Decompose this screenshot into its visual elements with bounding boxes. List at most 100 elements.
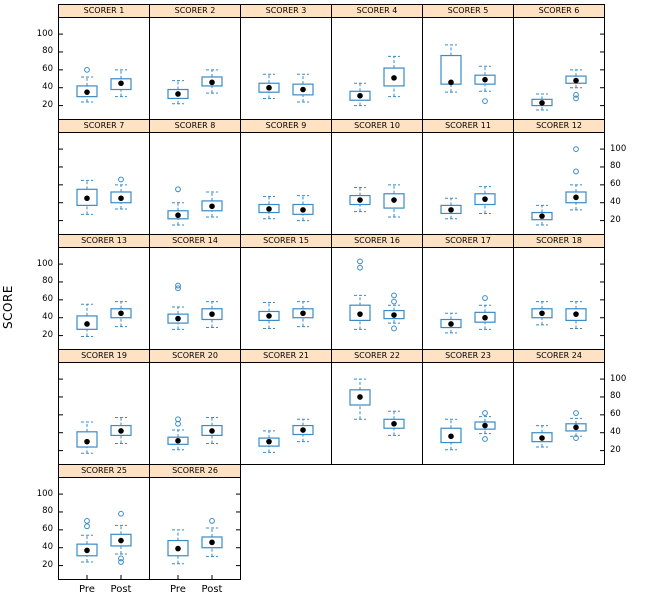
y-tick-label: 100 [610, 373, 627, 384]
panel-plot-area [149, 133, 241, 235]
panel-scorer-8: SCORER 8 [149, 119, 241, 235]
panel-scorer-13: SCORER 13 [58, 234, 150, 350]
panel-plot-area [149, 363, 241, 465]
panel-strip-label: SCORER 5 [422, 4, 514, 18]
panel-strip-label: SCORER 12 [513, 119, 605, 133]
boxplot-canvas [258, 73, 314, 103]
panel-row: 20 40 60 80 100 SCORER 1 SCORER 2 SCORER 3 SCORE… [16, 4, 650, 120]
panel-strip-row: SCORER 25 SCORER 26 [58, 464, 241, 580]
panel-plot-area [149, 248, 241, 350]
panel-strip-label: SCORER 21 [240, 349, 332, 363]
panel-plot-area [422, 248, 514, 350]
panel-strip-row: SCORER 19 SCORER 20 SCORER 21 SCORER 22 SCOR… [58, 349, 605, 465]
panel-strip-label: SCORER 4 [331, 4, 423, 18]
panel-scorer-16: SCORER 16 [331, 234, 423, 350]
panel-strip-label: SCORER 22 [331, 349, 423, 363]
panel-scorer-26: SCORER 26 [149, 464, 241, 580]
boxplot-canvas [258, 195, 314, 222]
y-axis-left-labels: 20 40 60 80 100 [16, 234, 58, 350]
boxplot-canvas [349, 378, 405, 436]
panel-scorer-24: SCORER 24 [513, 349, 605, 465]
boxplot-canvas [531, 146, 604, 226]
y-tick-label: 60 [42, 524, 53, 535]
panel-plot-area [58, 18, 150, 120]
y-axis-right-labels [605, 4, 645, 120]
boxplot-canvas [440, 44, 496, 105]
panel-scorer-18: SCORER 18 [513, 234, 605, 350]
panel-strip-label: SCORER 24 [513, 349, 605, 363]
x-axis-cell: Pre Post [58, 582, 150, 600]
y-tick-label: 40 [42, 542, 53, 553]
panel-strip-label: SCORER 17 [422, 234, 514, 248]
y-tick-label: 80 [42, 506, 53, 517]
x-axis-spacer [16, 582, 58, 600]
y-tick-label: 80 [42, 46, 53, 57]
panel-scorer-17: SCORER 17 [422, 234, 514, 350]
panel-strip-label: SCORER 13 [58, 234, 150, 248]
boxplot-canvas [349, 55, 405, 107]
y-tick-label: 20 [42, 100, 53, 111]
panel-strip-row: SCORER 13 SCORER 14 SCORER 15 SCORER 16 SCOR… [58, 234, 605, 350]
y-axis-right-labels: 20 40 60 80 100 [605, 349, 645, 465]
panel-scorer-3: SCORER 3 [240, 4, 332, 120]
y-tick-label: 100 [36, 258, 53, 269]
x-tick-label: Post [110, 584, 132, 595]
panel-strip-label: SCORER 7 [58, 119, 150, 133]
y-axis-title-text: SCORE [1, 284, 15, 329]
y-tick-label: 40 [42, 82, 53, 93]
panel-plot-area [513, 18, 605, 120]
panel-strip-label: SCORER 14 [149, 234, 241, 248]
panel-strip-label: SCORER 3 [240, 4, 332, 18]
boxplot-canvas [167, 416, 223, 451]
boxplot-canvas [258, 301, 314, 329]
panel-scorer-19: SCORER 19 [58, 349, 150, 465]
panel-plot-area [331, 133, 423, 235]
panel-scorer-2: SCORER 2 [149, 4, 241, 120]
panel-strip-label: SCORER 26 [149, 464, 241, 478]
panel-strip-label: SCORER 18 [513, 234, 605, 248]
boxplot-canvas [167, 282, 223, 330]
boxplot-canvas [167, 493, 240, 579]
panel-strip-label: SCORER 19 [58, 349, 150, 363]
panel-plot-area [149, 18, 241, 120]
boxplot-canvas [59, 148, 132, 222]
panel-scorer-21: SCORER 21 [240, 349, 332, 465]
panel-scorer-20: SCORER 20 [149, 349, 241, 465]
y-tick-label: 80 [42, 276, 53, 287]
boxplot-canvas [167, 186, 223, 226]
y-axis-left-labels [16, 349, 58, 465]
panel-strip-label: SCORER 25 [58, 464, 150, 478]
x-tick-label: Pre [79, 584, 95, 595]
panel-scorer-6: SCORER 6 [513, 4, 605, 120]
panel-plot-area [513, 363, 605, 465]
boxplot-canvas [59, 493, 132, 579]
panel-plot-area [58, 133, 150, 235]
panel-plot-area [240, 18, 332, 120]
y-axis-right-labels [241, 464, 281, 580]
y-tick-label: 40 [42, 312, 53, 323]
y-axis-title: SCORE [0, 4, 16, 609]
y-axis-right-labels: 20 40 60 80 100 [605, 119, 645, 235]
boxplot-canvas [59, 33, 132, 107]
y-tick-label: 100 [36, 488, 53, 499]
y-tick-label: 40 [610, 427, 621, 438]
y-tick-label: 80 [610, 391, 621, 402]
panel-plot-area [240, 363, 332, 465]
y-tick-label: 40 [610, 197, 621, 208]
panel-plot-area [422, 18, 514, 120]
panel-grid: 20 40 60 80 100 SCORER 1 SCORER 2 SCORER 3 SCORE… [16, 4, 650, 609]
panel-plot-area [240, 133, 332, 235]
boxplot-canvas [531, 378, 604, 452]
panel-strip-label: SCORER 20 [149, 349, 241, 363]
boxplot-canvas [440, 295, 496, 334]
y-tick-label: 20 [42, 560, 53, 571]
panel-strip-label: SCORER 9 [240, 119, 332, 133]
x-tick-label: Pre [170, 584, 186, 595]
panel-strip-label: SCORER 6 [513, 4, 605, 18]
y-axis-left-labels [16, 119, 58, 235]
panel-plot-area [331, 363, 423, 465]
panel-plot-area [149, 478, 241, 580]
panel-scorer-12: SCORER 12 [513, 119, 605, 235]
y-tick-label: 60 [610, 179, 621, 190]
panel-strip-row: SCORER 7 SCORER 8 SCORER 9 SCORER 10 SCORER … [58, 119, 605, 235]
